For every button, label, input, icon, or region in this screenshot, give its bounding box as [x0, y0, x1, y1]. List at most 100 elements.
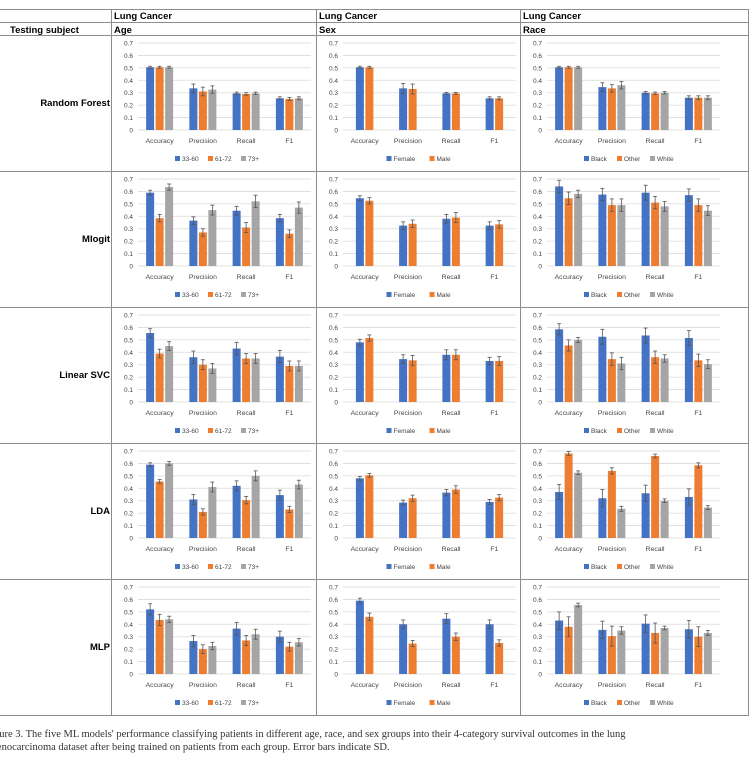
x-tick-label: Precision [394, 410, 422, 417]
bar [660, 206, 669, 266]
y-tick-label: 0.1 [124, 251, 133, 258]
bar [198, 364, 207, 402]
legend-label: 33-60 [182, 700, 199, 707]
legend-swatch [429, 156, 435, 161]
bar [574, 339, 583, 402]
bar [251, 93, 260, 130]
y-tick-label: 0.1 [124, 523, 133, 530]
y-tick-label: 0.3 [329, 90, 338, 97]
y-tick-label: 0.5 [124, 65, 133, 72]
legend-swatch [241, 428, 246, 433]
y-tick-label: 0.6 [533, 597, 542, 604]
bar [703, 210, 712, 266]
bar [555, 492, 564, 538]
table-rule [0, 307, 749, 308]
x-tick-label: Accuracy [555, 274, 584, 281]
bar [285, 646, 294, 674]
x-tick-label: Recall [646, 682, 665, 689]
x-tick-label: F1 [285, 410, 293, 417]
y-tick-label: 0.7 [533, 177, 542, 184]
table-rule [0, 22, 749, 23]
bar [408, 360, 417, 402]
legend-swatch [617, 564, 622, 569]
bar [365, 475, 374, 538]
bar [641, 623, 650, 674]
bar [285, 233, 294, 266]
row-label-mlogit: Mlogit [82, 234, 110, 245]
bar [617, 508, 626, 538]
y-tick-label: 0.5 [329, 473, 338, 480]
chart-svg: 0 0.1 0.2 0.3 0.4 0.5 0.6 0.7 Accuracy Precision R… [533, 585, 720, 707]
legend-swatch [584, 700, 589, 705]
y-tick-label: 0.2 [533, 103, 542, 110]
caption-line-1: gure 3. The five ML models' performance … [0, 729, 626, 740]
x-tick-label: Recall [442, 546, 461, 553]
bar [694, 205, 703, 266]
x-tick-label: Precision [189, 546, 217, 553]
bar [694, 465, 703, 538]
bar [607, 470, 616, 538]
bar [189, 88, 198, 130]
y-tick-label: 0 [538, 672, 542, 679]
legend-label: White [657, 156, 674, 163]
x-tick-label: Recall [237, 546, 256, 553]
row-label-lda: LDA [90, 506, 110, 517]
y-tick-label: 0.7 [329, 585, 338, 592]
y-tick-label: 0 [129, 400, 133, 407]
y-tick-label: 0.3 [533, 362, 542, 369]
y-tick-label: 0.7 [124, 41, 133, 48]
x-tick-label: Precision [598, 410, 626, 417]
row-label-mlp: MLP [89, 642, 110, 653]
bar-chart-random-forest-sex: 0 0.1 0.2 0.3 0.4 0.5 0.6 0.7 Accuracy Precision R… [317, 36, 520, 170]
bar [442, 492, 451, 538]
x-tick-label: Precision [394, 138, 422, 145]
y-tick-label: 0.1 [124, 659, 133, 666]
table-rule [0, 35, 749, 36]
legend-label: 33-60 [182, 156, 199, 163]
bar [232, 210, 241, 266]
y-tick-label: 0.5 [124, 201, 133, 208]
chart-svg: 0 0.1 0.2 0.3 0.4 0.5 0.6 0.7 Accuracy Precision R… [124, 177, 311, 299]
x-tick-label: F1 [694, 410, 702, 417]
bar [684, 496, 693, 538]
y-tick-label: 0.2 [329, 239, 338, 246]
y-tick-label: 0.1 [329, 659, 338, 666]
legend-swatch [429, 564, 435, 569]
bar [189, 641, 198, 674]
x-tick-label: Recall [442, 682, 461, 689]
bar [451, 93, 460, 130]
legend-swatch [650, 156, 655, 161]
bar [232, 348, 241, 402]
y-tick-label: 0.1 [533, 659, 542, 666]
legend-label: White [657, 700, 674, 707]
legend-label: Male [437, 428, 451, 435]
x-tick-label: F1 [490, 546, 498, 553]
bar [232, 485, 241, 538]
bar [155, 218, 164, 266]
bar-chart-random-forest-age: 0 0.1 0.2 0.3 0.4 0.5 0.6 0.7 Accuracy Precision R… [112, 36, 315, 170]
legend-label: 73+ [248, 156, 259, 163]
column-subtitle-race: Race [523, 25, 546, 36]
column-title-sex: Lung Cancer [319, 11, 378, 22]
legend-swatch [241, 292, 246, 297]
y-tick-label: 0.3 [533, 634, 542, 641]
bar [617, 205, 626, 266]
bar [294, 484, 303, 538]
y-tick-label: 0.7 [533, 585, 542, 592]
bar [442, 618, 451, 674]
legend-swatch [429, 428, 435, 433]
bar [564, 198, 573, 266]
legend-label: 61-72 [215, 156, 232, 163]
x-tick-label: Precision [394, 546, 422, 553]
x-tick-label: Accuracy [146, 138, 175, 145]
bar [660, 92, 669, 130]
bar [564, 626, 573, 674]
bar [694, 97, 703, 130]
chart-svg: 0 0.1 0.2 0.3 0.4 0.5 0.6 0.7 Accuracy Precision R… [533, 41, 720, 163]
y-tick-label: 0 [538, 400, 542, 407]
y-tick-label: 0.4 [533, 350, 542, 357]
y-tick-label: 0.7 [329, 41, 338, 48]
bar [703, 364, 712, 402]
legend-label: Female [394, 564, 416, 571]
y-tick-label: 0.6 [533, 325, 542, 332]
